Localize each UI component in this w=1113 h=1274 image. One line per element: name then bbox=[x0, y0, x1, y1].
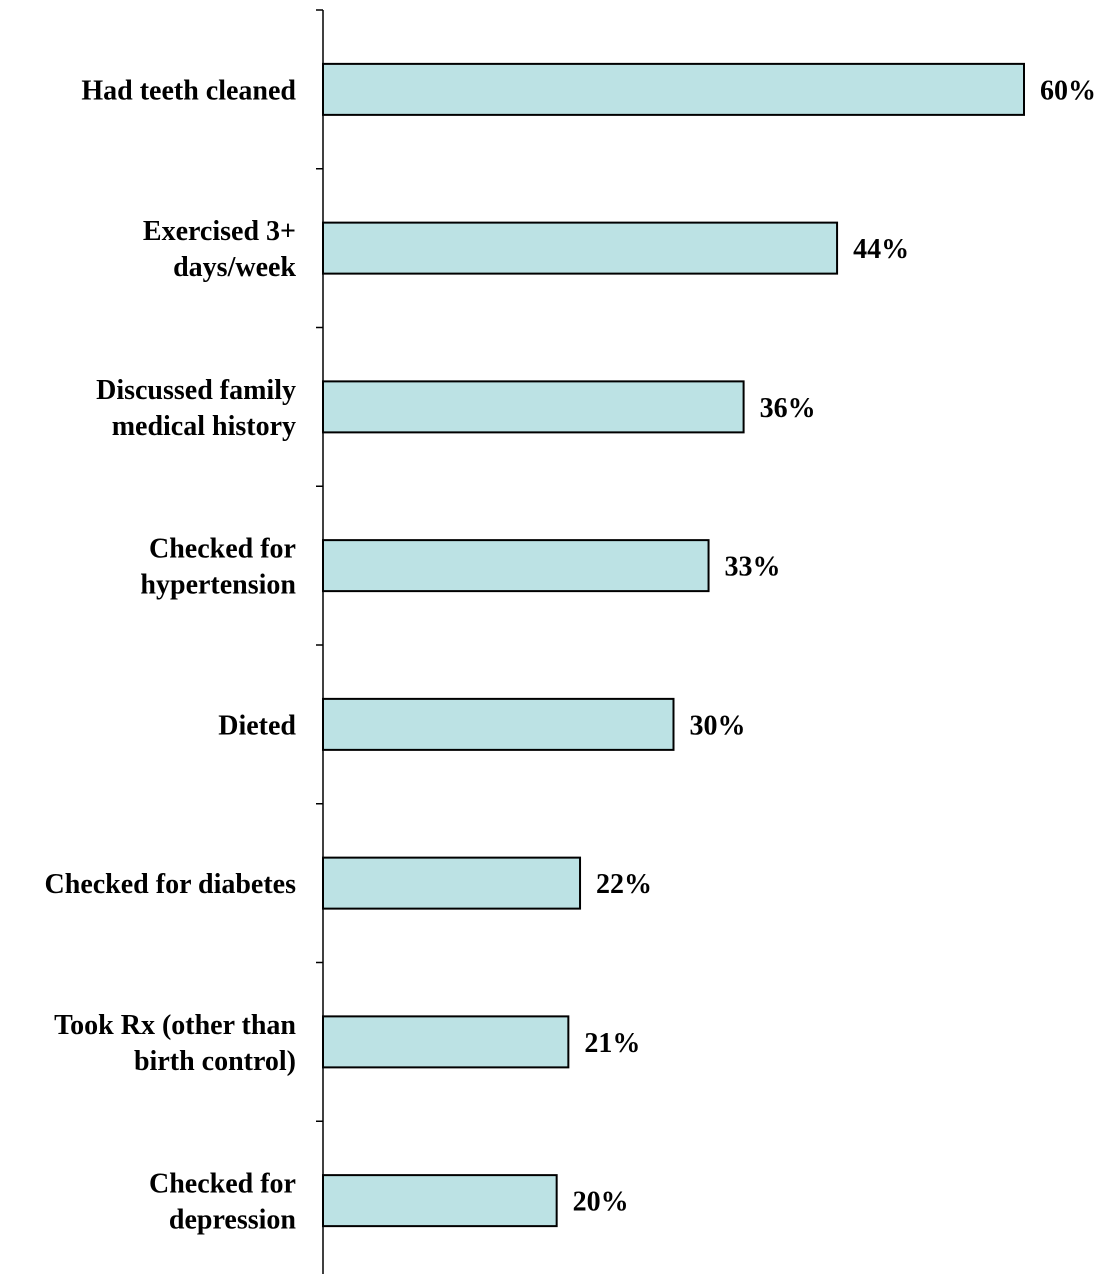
category-label: Had teeth cleaned bbox=[81, 75, 296, 106]
category-label-line: Dieted bbox=[218, 710, 296, 741]
category-label: Discussed family medical history bbox=[96, 375, 296, 442]
category-label-line: medical history bbox=[112, 411, 296, 442]
value-label: 33% bbox=[725, 552, 781, 583]
category-label: Checked for depression bbox=[149, 1169, 296, 1236]
category-label-line: Discussed family bbox=[96, 375, 296, 406]
category-label: Checked for diabetes bbox=[45, 869, 297, 900]
category-label: Checked for hypertension bbox=[140, 534, 296, 601]
category-label-line: birth control) bbox=[134, 1046, 296, 1077]
category-label: Took Rx (other than birth control) bbox=[54, 1010, 296, 1077]
bar bbox=[322, 221, 839, 275]
category-label-line: Checked for bbox=[149, 534, 296, 565]
bar bbox=[322, 380, 745, 434]
bar bbox=[322, 1174, 558, 1228]
category-label-line: Exercised 3+ bbox=[143, 216, 296, 247]
bar bbox=[322, 1015, 570, 1069]
value-label: 30% bbox=[690, 710, 746, 741]
labels-layer: 60% Had teeth cleaned 44% Exercised 3+ days/… bbox=[45, 75, 1096, 1235]
value-label: 60% bbox=[1040, 75, 1096, 106]
value-label: 21% bbox=[584, 1028, 640, 1059]
axis-layer bbox=[316, 9, 324, 1274]
bar bbox=[322, 62, 1025, 116]
category-label-line: depression bbox=[169, 1205, 296, 1236]
category-label-line: Checked for diabetes bbox=[45, 869, 297, 900]
category-label: Exercised 3+ days/week bbox=[143, 216, 297, 283]
category-label-line: hypertension bbox=[140, 570, 296, 601]
value-label: 22% bbox=[596, 869, 652, 900]
category-label-line: days/week bbox=[173, 252, 296, 283]
category-label-line: Had teeth cleaned bbox=[81, 75, 296, 106]
value-label: 20% bbox=[573, 1187, 629, 1218]
value-label: 44% bbox=[853, 234, 909, 265]
category-label: Dieted bbox=[218, 710, 296, 741]
value-label: 36% bbox=[760, 393, 816, 424]
category-label-line: Took Rx (other than bbox=[54, 1010, 296, 1041]
bar bbox=[322, 539, 710, 593]
category-label-line: Checked for bbox=[149, 1169, 296, 1200]
bar bbox=[322, 856, 582, 910]
bar bbox=[322, 697, 675, 751]
bars-layer bbox=[322, 62, 1025, 1228]
